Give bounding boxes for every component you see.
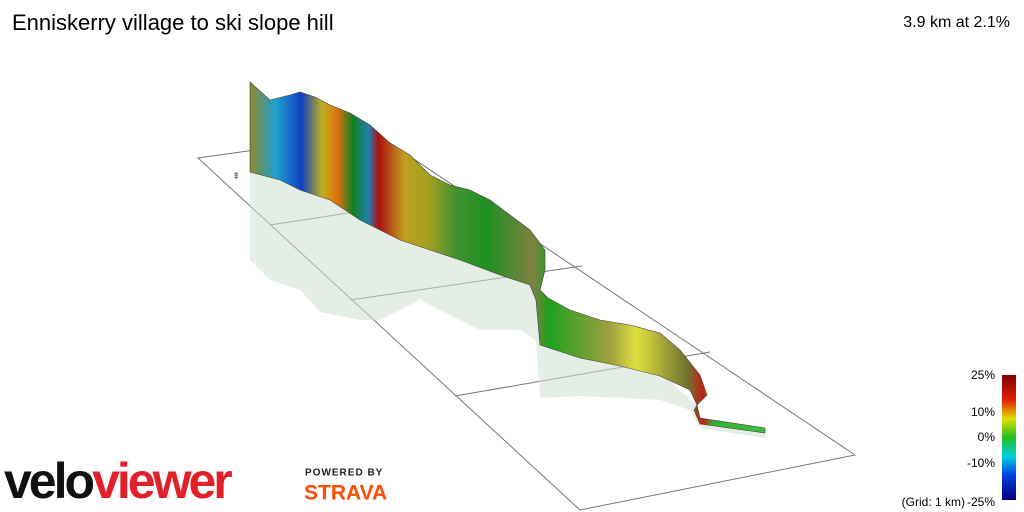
scale-label: 0% [978,430,996,444]
logo-red: viewer [92,453,232,509]
scale-label: 25% [971,368,995,382]
title: Enniskerry village to ski slope hill [12,10,334,35]
scale-label: 10% [971,405,995,419]
strava: STRAVA [304,482,387,505]
grid-note: (Grid: 1 km) [902,495,965,509]
scale-label: -10% [967,456,995,470]
gradient-scale [1002,375,1016,500]
logo-dark: velo [4,453,94,509]
profile-wall [249,81,766,434]
profile-shadow [250,172,765,438]
scale-label: -25% [967,495,995,509]
logo: veloviewer [4,453,232,509]
powered-by: POWERED BY [305,468,383,479]
marker-icon: ⇞ [232,172,240,183]
stats: 3.9 km at 2.1% [903,14,1010,31]
